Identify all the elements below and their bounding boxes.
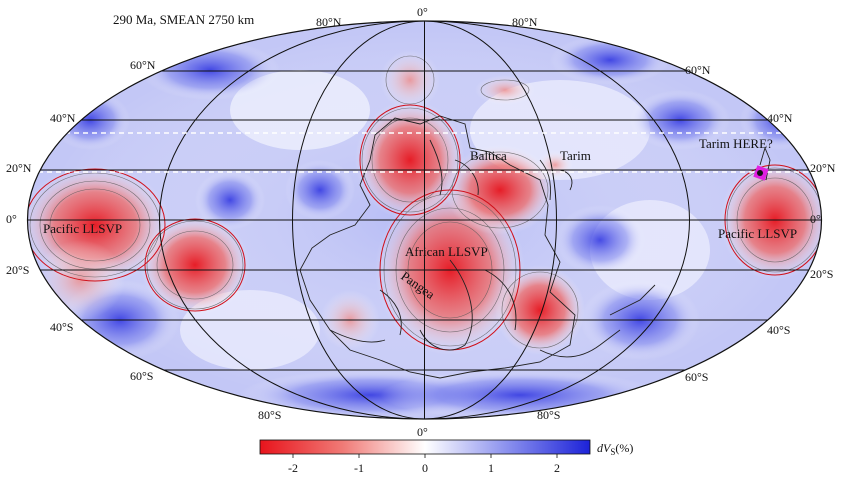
left-label-0: 0° [6,212,17,226]
label-tarim: Tarim [560,148,591,163]
dashed-parallels [27,132,822,173]
left-label-40n: 40°N [50,111,76,125]
colorbar-tick-neg1: -1 [354,461,364,475]
colorbar-ticks [292,454,558,458]
label-pacific-llsvp-right: Pacific LLSVP [718,226,797,241]
right-label-60n: 60°N [685,63,711,77]
right-label-40s: 40°S [767,323,790,337]
tarim-marker [753,165,769,181]
top-label-80n-right: 80°N [512,15,538,29]
left-label-40s: 40°S [50,320,73,334]
left-label-60s: 60°S [130,369,153,383]
velocity-field [27,21,822,419]
label-baltica: Baltica [470,148,507,163]
colorbar-gradient [259,439,591,455]
colorbar-tick-1: 1 [488,461,494,475]
continent-outlines [299,115,771,379]
bottom-label-80s-right: 80°S [537,408,560,422]
colorbar-tick-0: 0 [422,461,428,475]
left-label-60n: 60°N [130,58,156,72]
colorbar-label-unit: (%) [615,441,633,455]
label-tarim-here: Tarim HERE? [699,136,773,151]
bottom-label-80s-left: 80°S [258,408,281,422]
right-label-40n: 40°N [767,111,793,125]
top-label-80n-left: 80°N [316,15,342,29]
right-label-60s: 60°S [685,370,708,384]
colorbar-tick-2: 2 [554,461,560,475]
right-label-0: 0° [810,212,821,226]
bottom-label-0: 0° [417,425,428,439]
left-label-20n: 20°N [6,161,32,175]
colorbar-label: dVS(%) [597,441,633,457]
left-label-20s: 20°S [6,263,29,277]
label-pacific-llsvp-left: Pacific LLSVP [43,221,122,236]
top-label-0: 0° [417,5,428,19]
map-outline [26,20,823,420]
colorbar-tick-neg2: -2 [288,461,298,475]
label-african-llsvp: African LLSVP [405,244,488,259]
right-label-20n: 20°N [810,161,836,175]
colorbar: -2 -1 0 1 2 dVS(%) [259,439,633,475]
right-label-20s: 20°S [810,267,833,281]
colorbar-label-sub: S [610,447,615,457]
map-title: 290 Ma, SMEAN 2750 km [113,12,254,27]
colorbar-label-main: dV [597,441,612,455]
